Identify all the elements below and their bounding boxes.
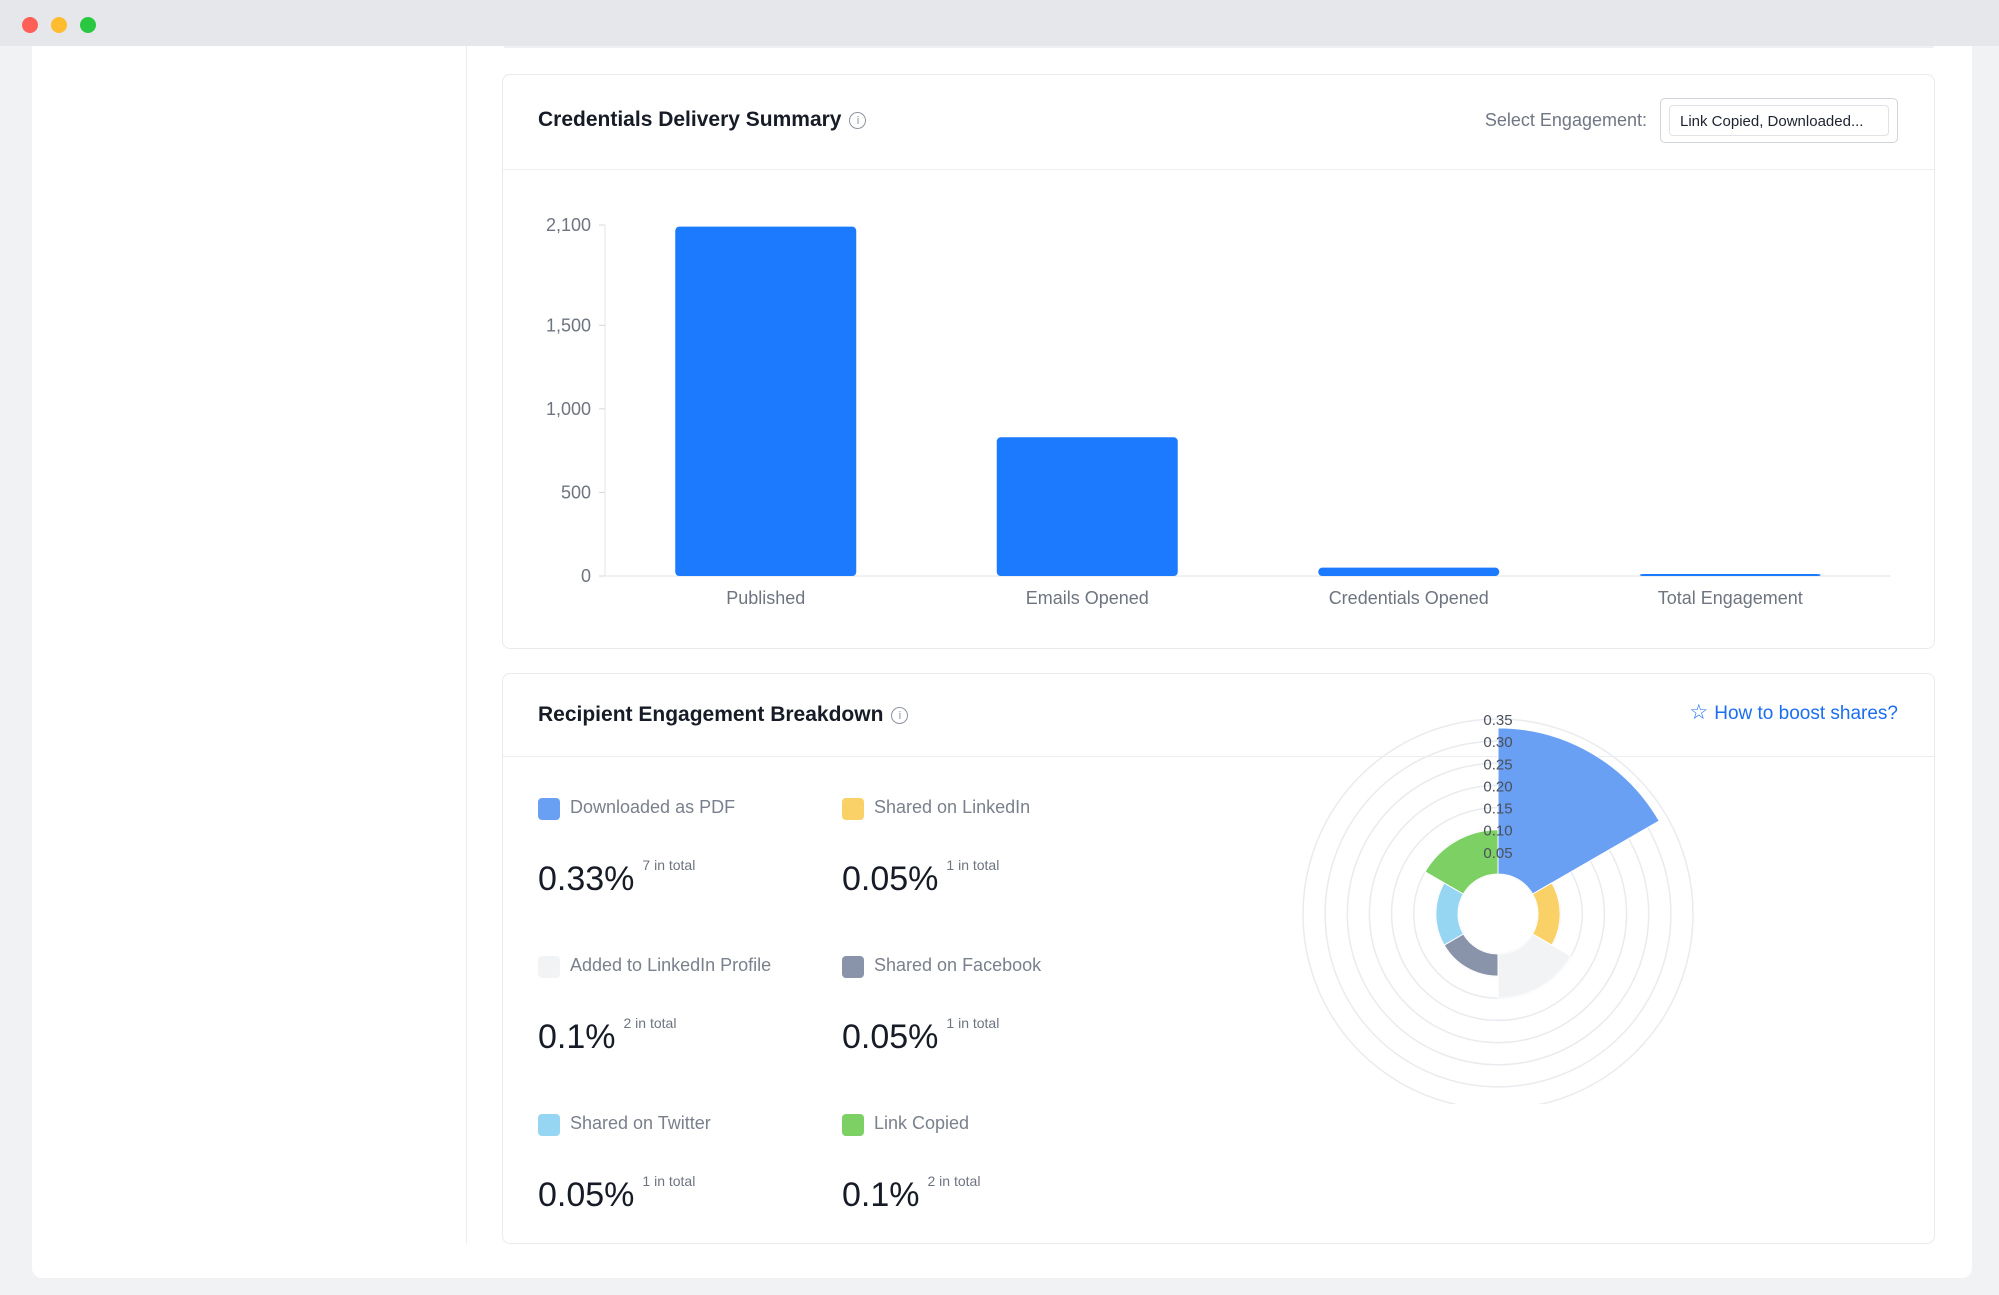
polar-bar-added-to-linkedin-profile[interactable] [1497, 933, 1572, 999]
legend-label: Shared on Facebook [874, 955, 1042, 975]
legend-label: Downloaded as PDF [570, 797, 736, 817]
engagement-card-header: Recipient Engagement Breakdown i ☆ How to … [503, 674, 1934, 757]
y-tick-label: 2,100 [546, 215, 591, 235]
radial-tick-label: 0.10 [1483, 823, 1512, 840]
legend-item-shared-linkedin: Shared on LinkedIn 0.05% 1 in total [842, 795, 1142, 915]
engagement-polar-chart: 0.05 0.10 0.15 0.20 0.25 0.30 0.35 [1302, 712, 1694, 1104]
legend-item-added-linkedin-profile: Added to LinkedIn Profile 0.1% 2 in total [538, 953, 838, 1073]
legend-swatch [538, 956, 560, 978]
info-icon[interactable]: i [891, 707, 909, 724]
sidebar-divider [466, 46, 467, 1244]
engagement-select-value[interactable]: Link Copied, Downloaded... [1669, 105, 1889, 136]
star-icon: ☆ [1689, 700, 1709, 724]
polar-bar-link-copied[interactable] [1424, 829, 1499, 895]
delivery-bar-chart: 0 500 1,000 1,500 2,100 Published Emails Opene… [546, 215, 1891, 608]
legend-value: 0.05% 1 in total [842, 857, 1000, 898]
zoom-window-button[interactable] [80, 17, 96, 33]
radial-tick-label: 0.35 [1483, 712, 1512, 729]
legend-swatch [842, 956, 864, 978]
legend-item-downloaded-pdf: Downloaded as PDF 0.33% 7 in total [538, 795, 838, 915]
delivery-summary-card: Credentials Delivery Summary i Select Eng… [502, 74, 1935, 649]
legend-value: 0.05% 1 in total [538, 1173, 696, 1214]
legend-total: 1 in total [946, 1015, 1000, 1031]
x-tick-label: Credentials Opened [1329, 588, 1489, 608]
minimize-window-button[interactable] [51, 17, 67, 33]
x-tick-label: Total Engagement [1658, 588, 1803, 608]
legend-total: 1 in total [642, 1173, 696, 1189]
legend-swatch [538, 1114, 560, 1136]
radial-tick-label: 0.15 [1483, 801, 1512, 818]
legend-label: Added to LinkedIn Profile [570, 955, 772, 975]
bar-emails-opened[interactable] [996, 437, 1178, 576]
legend-swatch [538, 798, 560, 820]
how-to-boost-link[interactable]: ☆ How to boost shares? [1689, 700, 1898, 724]
legend-item-shared-facebook: Shared on Facebook 0.05% 1 in total [842, 953, 1142, 1073]
bar-total-engagement[interactable] [1639, 574, 1821, 576]
radial-tick-label: 0.05 [1483, 845, 1512, 862]
y-tick-label: 1,500 [546, 315, 591, 335]
info-icon[interactable]: i [849, 112, 867, 129]
polar-bar-shared-on-twitter[interactable] [1435, 882, 1465, 946]
radial-tick-label: 0.20 [1483, 778, 1512, 795]
legend-item-shared-twitter: Shared on Twitter 0.05% 1 in total [538, 1111, 838, 1231]
legend-swatch [842, 1114, 864, 1136]
bar-credentials-opened[interactable] [1318, 567, 1500, 576]
engagement-select[interactable]: Link Copied, Downloaded... [1660, 98, 1898, 143]
polar-bar-shared-on-linkedin[interactable] [1531, 882, 1561, 946]
delivery-card-header: Credentials Delivery Summary i Select Eng… [503, 75, 1934, 170]
x-tick-label: Published [726, 588, 805, 608]
y-tick-label: 1,000 [546, 399, 591, 419]
radial-tick-label: 0.30 [1483, 734, 1512, 751]
legend-swatch [842, 798, 864, 820]
legend-total: 7 in total [642, 857, 696, 873]
legend-item-link-copied: Link Copied 0.1% 2 in total [842, 1111, 1142, 1231]
legend-label: Shared on LinkedIn [874, 797, 1031, 817]
legend-total: 1 in total [946, 857, 1000, 873]
legend-total: 2 in total [623, 1015, 677, 1031]
y-tick-label: 500 [561, 482, 591, 502]
legend-label: Shared on Twitter [570, 1113, 711, 1133]
legend-total: 2 in total [927, 1173, 981, 1189]
engagement-breakdown-card: Recipient Engagement Breakdown i ☆ How to … [502, 673, 1935, 1244]
close-window-button[interactable] [22, 17, 38, 33]
legend-value: 0.1% 2 in total [538, 1015, 677, 1056]
x-tick-label: Emails Opened [1026, 588, 1149, 608]
legend-value: 0.1% 2 in total [842, 1173, 981, 1214]
previous-card-edge [504, 46, 1934, 48]
y-tick-label: 0 [581, 566, 591, 586]
bar-published[interactable] [675, 226, 857, 576]
engagement-card-title: Recipient Engagement Breakdown i [538, 703, 909, 727]
radial-tick-label: 0.25 [1483, 756, 1512, 773]
select-engagement-label: Select Engagement: [1484, 110, 1647, 130]
legend-value: 0.33% 7 in total [538, 857, 696, 898]
window-titlebar [0, 0, 1999, 46]
legend-label: Link Copied [874, 1113, 970, 1133]
polar-bar-downloaded-as-pdf[interactable] [1497, 727, 1660, 895]
legend-value: 0.05% 1 in total [842, 1015, 1000, 1056]
delivery-card-title: Credentials Delivery Summary i [538, 108, 867, 132]
